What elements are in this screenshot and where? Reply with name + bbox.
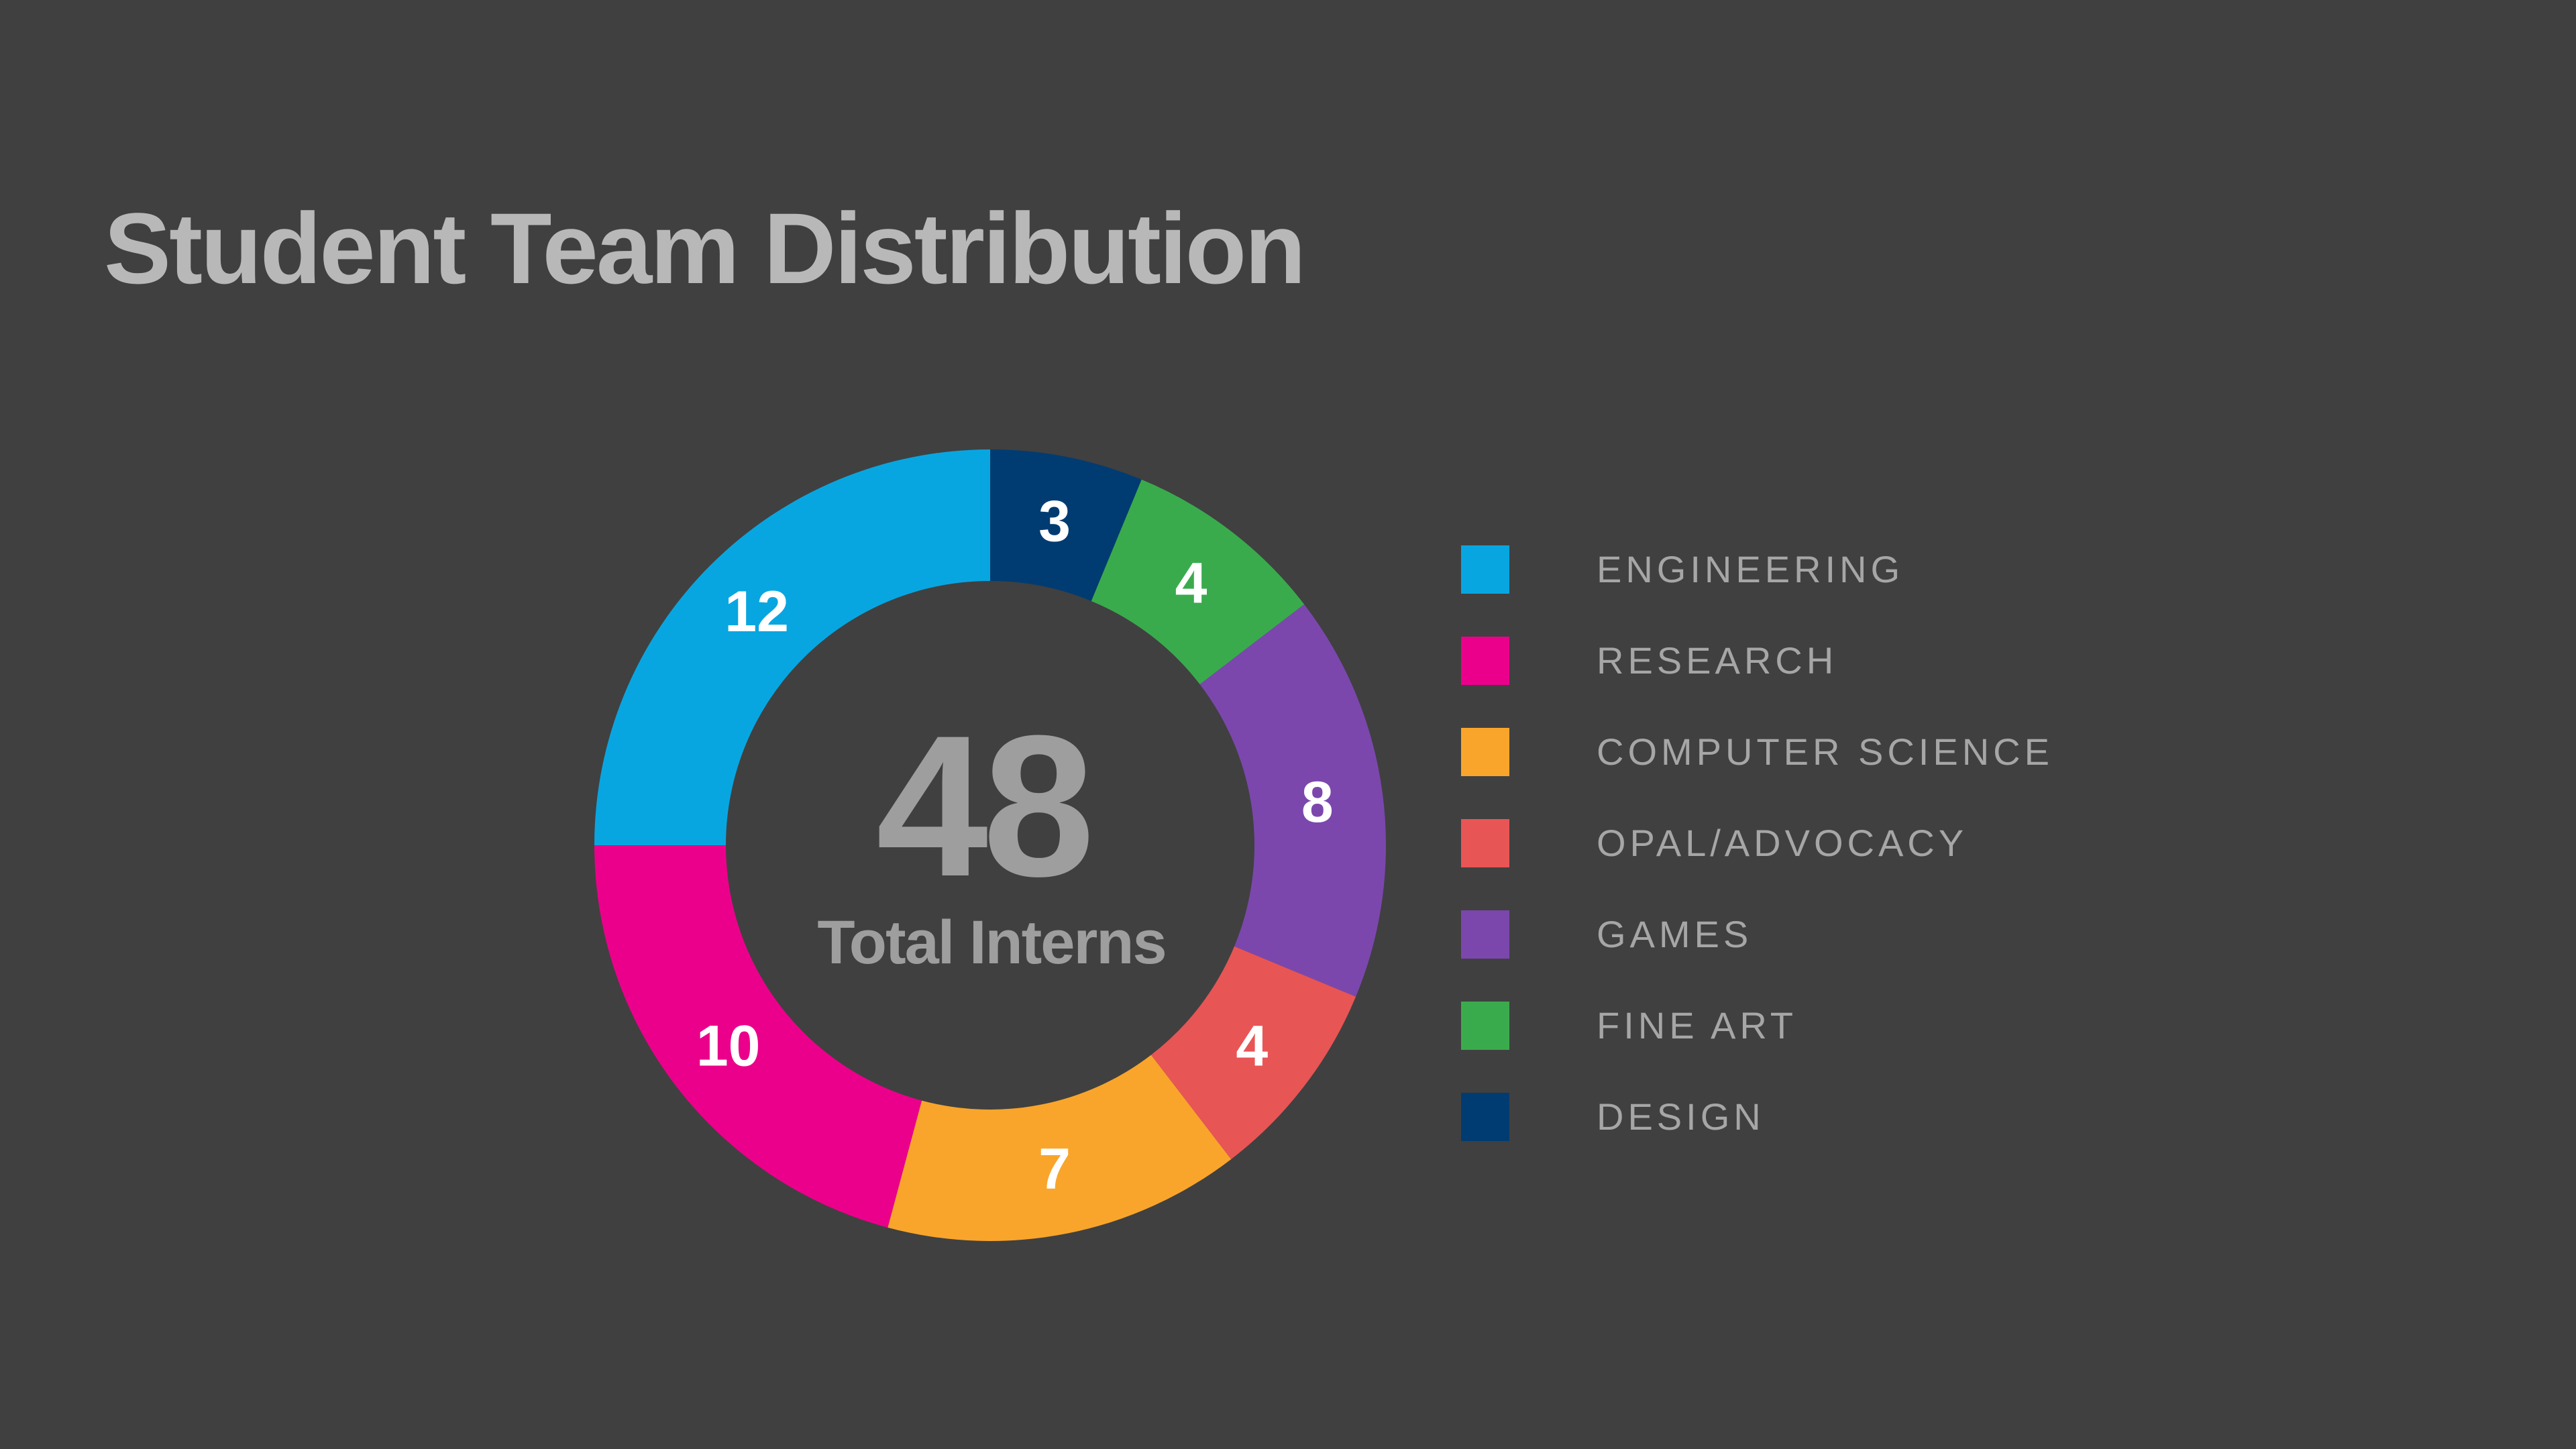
total-interns-value: 48 [876, 693, 1089, 918]
donut-slice-fine-art [1091, 479, 1305, 685]
legend-label: OPAL/ADVOCACY [1597, 822, 1968, 864]
legend-swatch [1461, 545, 1509, 594]
donut-slice-research [594, 845, 922, 1228]
legend-item-games: GAMES [1461, 910, 2053, 1002]
legend-swatch [1461, 1002, 1509, 1050]
legend-swatch [1461, 728, 1509, 776]
total-interns-caption: Total Interns [817, 908, 1165, 977]
legend-item-computer-science: COMPUTER SCIENCE [1461, 728, 2053, 819]
chart-title: Student Team Distribution [104, 192, 1306, 305]
slice-value-label-computer-science: 7 [1038, 1137, 1071, 1201]
legend-label: GAMES [1597, 913, 1753, 955]
slice-value-label-engineering: 12 [724, 580, 789, 644]
legend-swatch [1461, 637, 1509, 685]
legend-item-research: RESEARCH [1461, 637, 2053, 728]
chart-legend: ENGINEERING RESEARCH COMPUTER SCIENCE OPAL/… [1461, 545, 2053, 1184]
donut-slice-games [1199, 604, 1386, 997]
legend-label: DESIGN [1597, 1095, 1765, 1138]
donut-slice-design [990, 449, 1142, 601]
slice-value-label-design: 3 [1038, 489, 1071, 553]
legend-swatch [1461, 819, 1509, 867]
legend-item-design: DESIGN [1461, 1093, 2053, 1184]
slice-value-label-fine-art: 4 [1175, 551, 1208, 616]
legend-label: RESEARCH [1597, 639, 1838, 682]
legend-item-opal-advocacy: OPAL/ADVOCACY [1461, 819, 2053, 910]
legend-label: ENGINEERING [1597, 548, 1904, 590]
slice-value-label-games: 8 [1301, 770, 1334, 835]
slice-value-label-opal-advocacy: 4 [1236, 1014, 1268, 1079]
legend-item-fine-art: FINE ART [1461, 1002, 2053, 1093]
donut-slices [594, 449, 1386, 1241]
legend-label: COMPUTER SCIENCE [1597, 731, 2053, 773]
legend-item-engineering: ENGINEERING [1461, 545, 2053, 637]
donut-slice-computer-science [888, 1055, 1232, 1241]
legend-swatch [1461, 910, 1509, 959]
legend-swatch [1461, 1093, 1509, 1141]
legend-label: FINE ART [1597, 1004, 1798, 1046]
donut-slice-engineering [594, 449, 990, 845]
donut-slice-opal-advocacy [1150, 946, 1356, 1160]
slice-value-label-research: 10 [696, 1014, 761, 1079]
